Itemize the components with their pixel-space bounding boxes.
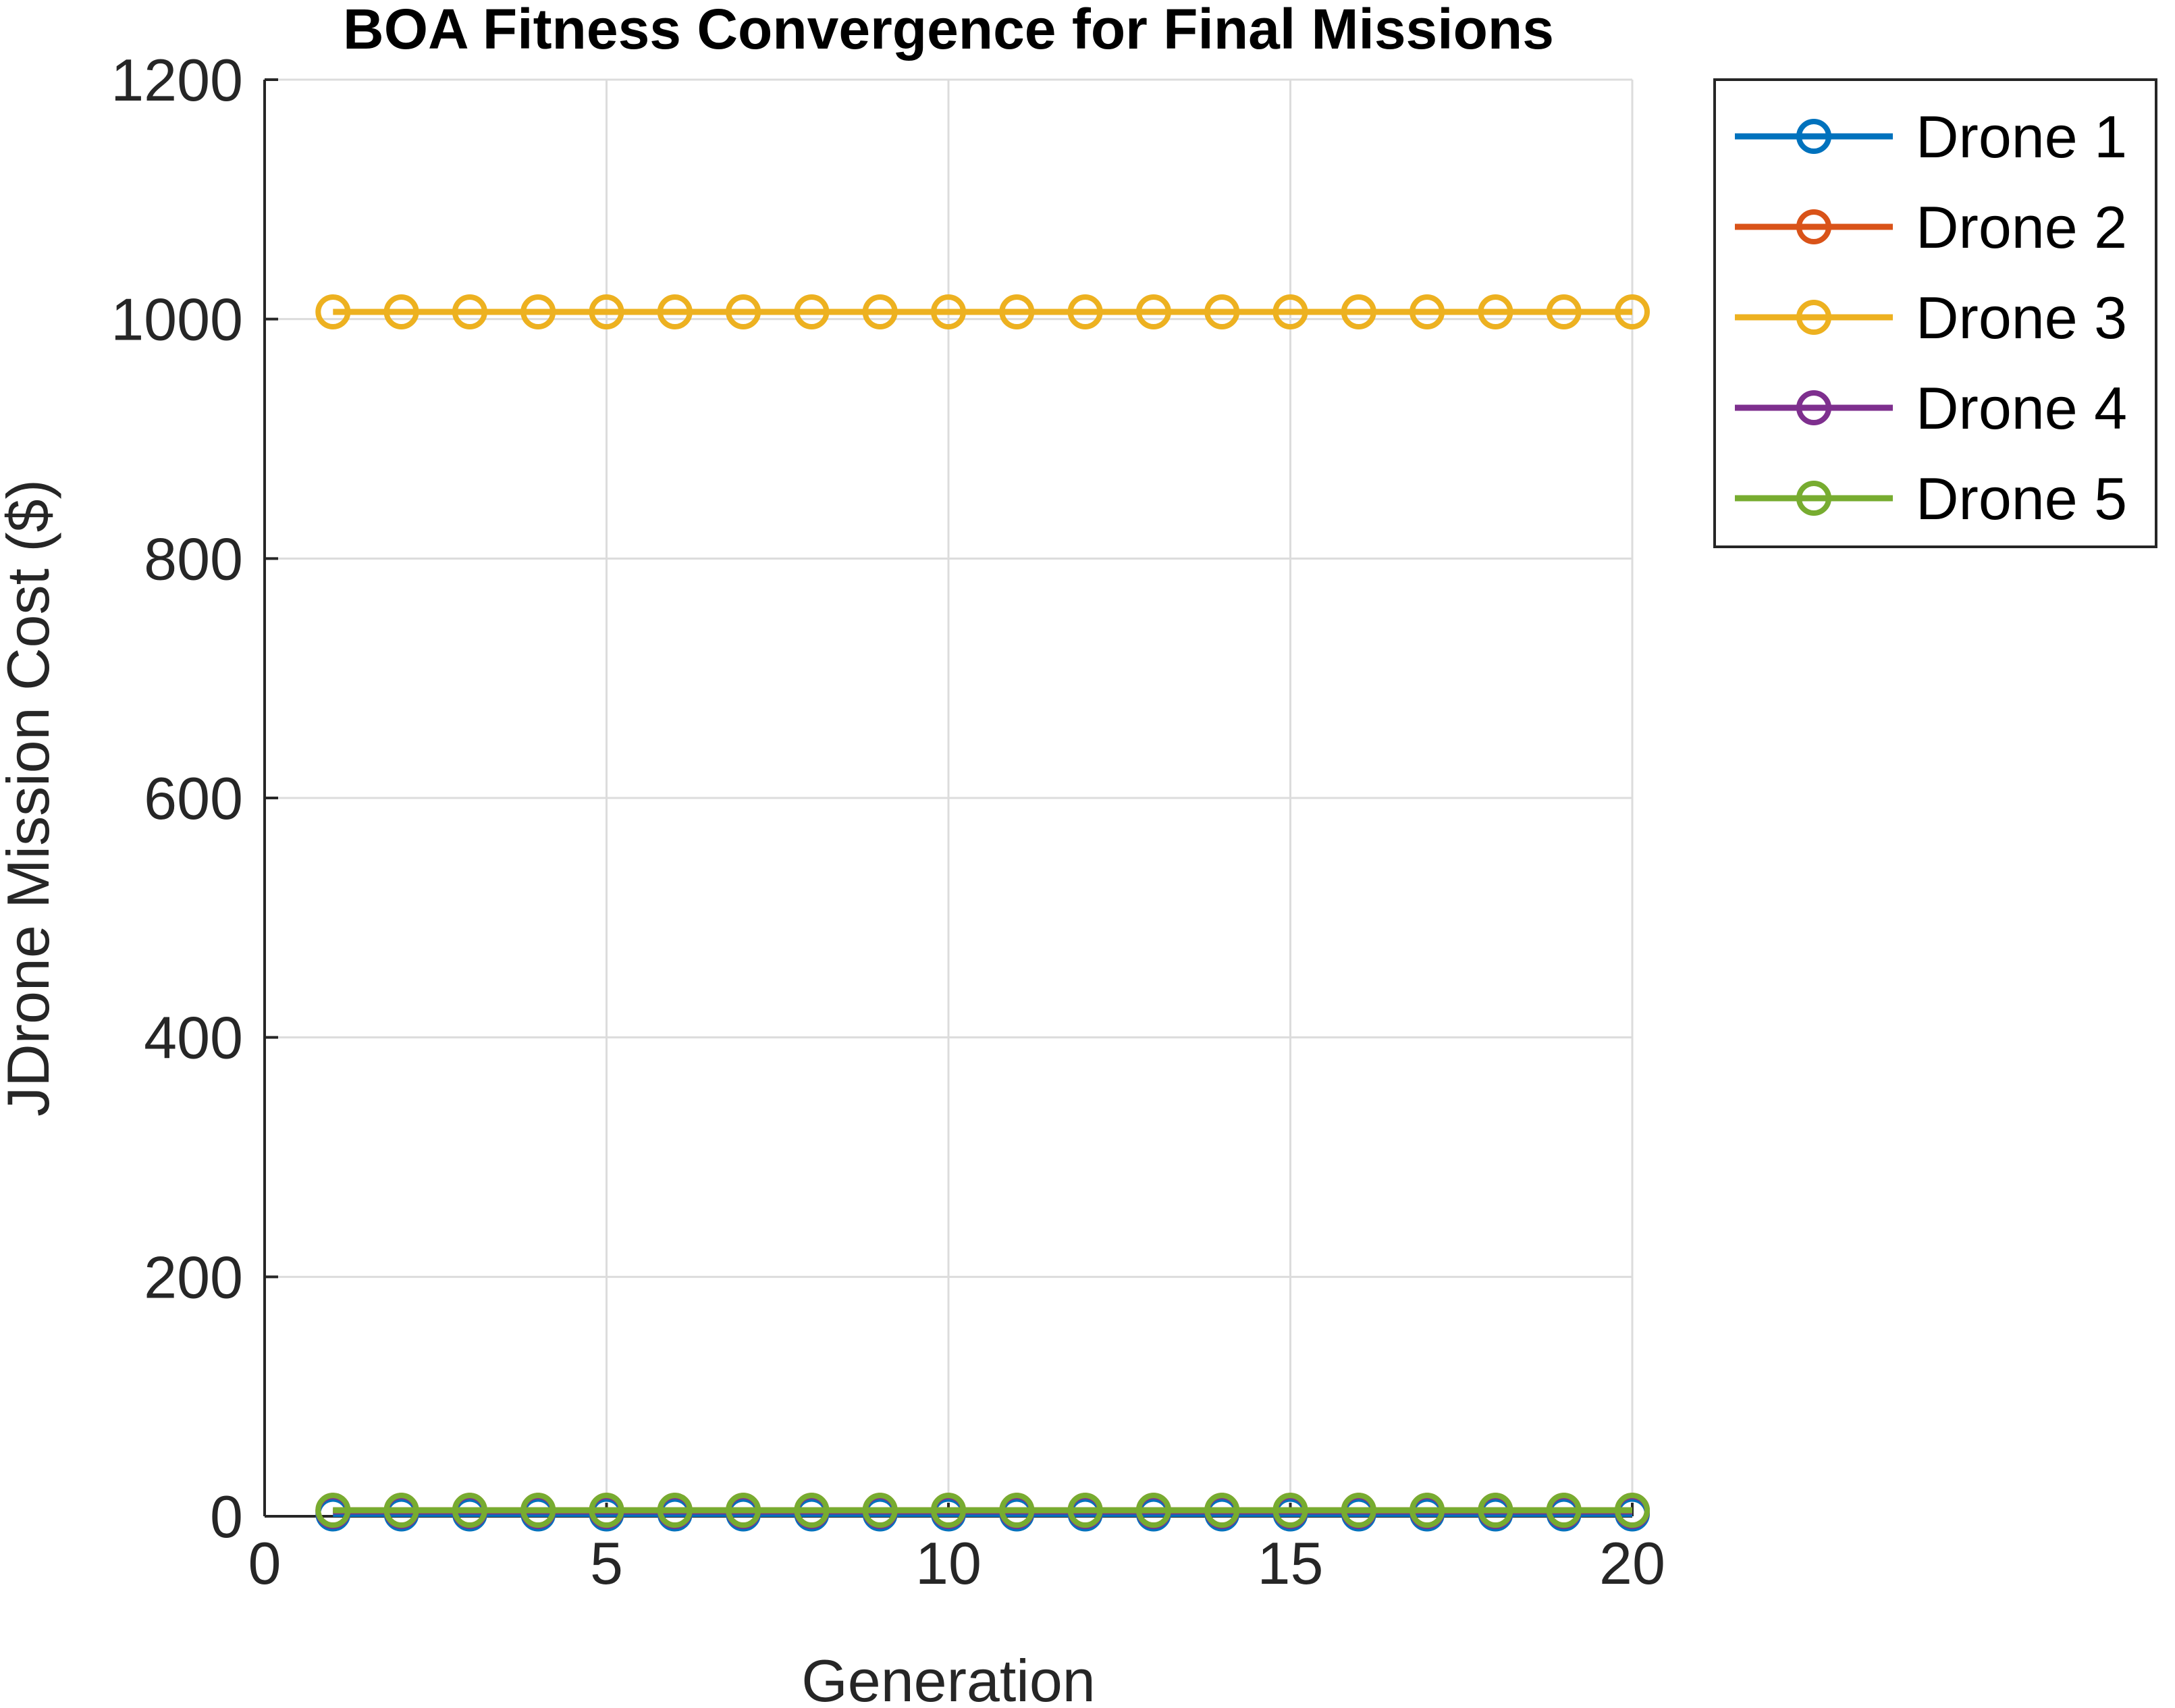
y-tick-label: 800 bbox=[144, 525, 243, 592]
grid-lines bbox=[265, 78, 1634, 1516]
legend-label: Drone 2 bbox=[1916, 194, 2127, 261]
data-point bbox=[1615, 1493, 1650, 1528]
y-tick-label: 200 bbox=[144, 1244, 243, 1310]
legend-item: Drone 4 bbox=[1735, 375, 2127, 442]
x-tick-label: 5 bbox=[590, 1530, 623, 1597]
legend-label: Drone 5 bbox=[1916, 465, 2127, 532]
data-point bbox=[1546, 294, 1582, 330]
series-3 bbox=[315, 294, 1650, 330]
data-point bbox=[315, 294, 351, 330]
data-point bbox=[1409, 294, 1445, 330]
legend-label: Drone 1 bbox=[1916, 103, 2127, 170]
y-axis-label: JDrone Mission Cost ($) bbox=[0, 479, 61, 1117]
data-point bbox=[452, 1493, 487, 1528]
data-point bbox=[1135, 294, 1171, 330]
data-point bbox=[1067, 1493, 1103, 1528]
legend-label: Drone 3 bbox=[1916, 284, 2127, 351]
legend-item: Drone 2 bbox=[1735, 194, 2127, 261]
data-point bbox=[999, 294, 1035, 330]
data-point bbox=[452, 294, 487, 330]
x-tick-label: 0 bbox=[248, 1530, 281, 1597]
data-point bbox=[1067, 294, 1103, 330]
data-point bbox=[315, 1493, 351, 1528]
data-point bbox=[794, 294, 830, 330]
data-point bbox=[383, 294, 419, 330]
data-point bbox=[657, 1493, 693, 1528]
y-tick-labels: 0 200 400 600 800 1000 1200 bbox=[111, 47, 243, 1550]
data-point bbox=[931, 1493, 966, 1528]
data-point bbox=[1135, 1493, 1171, 1528]
data-point bbox=[862, 1493, 898, 1528]
data-point bbox=[1272, 294, 1308, 330]
data-point bbox=[726, 1493, 761, 1528]
data-point bbox=[1409, 1493, 1445, 1528]
data-point bbox=[1272, 1493, 1308, 1528]
chart-title: BOA Fitness Convergence for Final Missio… bbox=[343, 0, 1554, 61]
data-point bbox=[589, 1493, 624, 1528]
data-point bbox=[726, 294, 761, 330]
legend-item: Drone 3 bbox=[1735, 284, 2127, 351]
data-point bbox=[520, 294, 556, 330]
data-point bbox=[1204, 1493, 1240, 1528]
legend-marker bbox=[1796, 481, 1831, 516]
data-point bbox=[1615, 294, 1650, 330]
x-tick-labels: 0 5 10 15 20 bbox=[248, 1530, 1665, 1597]
legend-marker bbox=[1796, 300, 1831, 335]
data-point bbox=[520, 1493, 556, 1528]
data-point bbox=[931, 294, 966, 330]
legend-entries: Drone 1 Drone 2 Drone 3 Drone 4 Drone 5 bbox=[1735, 103, 2127, 532]
data-point bbox=[1478, 294, 1513, 330]
data-point bbox=[1546, 1493, 1582, 1528]
data-point bbox=[1478, 1493, 1513, 1528]
data-point bbox=[1341, 1493, 1376, 1528]
data-point bbox=[589, 294, 624, 330]
y-tick-label: 1200 bbox=[111, 47, 243, 113]
data-point bbox=[999, 1493, 1035, 1528]
series-lines bbox=[315, 294, 1650, 1532]
legend-item: Drone 5 bbox=[1735, 465, 2127, 532]
series-5 bbox=[315, 1493, 1650, 1528]
legend: Drone 1 Drone 2 Drone 3 Drone 4 Drone 5 bbox=[1713, 78, 2157, 548]
x-tick-label: 10 bbox=[915, 1530, 982, 1597]
y-tick-label: 0 bbox=[210, 1483, 243, 1550]
y-tick-label: 600 bbox=[144, 765, 243, 832]
legend-box bbox=[1713, 78, 2157, 548]
data-point bbox=[657, 294, 693, 330]
legend-marker bbox=[1796, 390, 1831, 425]
legend-marker bbox=[1796, 209, 1831, 244]
data-point bbox=[862, 294, 898, 330]
data-point bbox=[383, 1493, 419, 1528]
x-tick-label: 20 bbox=[1599, 1530, 1665, 1597]
data-point bbox=[794, 1493, 830, 1528]
legend-item: Drone 1 bbox=[1735, 103, 2127, 170]
x-axis-label: Generation bbox=[801, 1647, 1095, 1708]
legend-label: Drone 4 bbox=[1916, 375, 2127, 442]
y-tick-label: 400 bbox=[144, 1005, 243, 1071]
data-point bbox=[1341, 294, 1376, 330]
legend-marker bbox=[1796, 119, 1831, 154]
y-tick-label: 1000 bbox=[111, 286, 243, 353]
data-point bbox=[1204, 294, 1240, 330]
x-tick-label: 15 bbox=[1258, 1530, 1324, 1597]
